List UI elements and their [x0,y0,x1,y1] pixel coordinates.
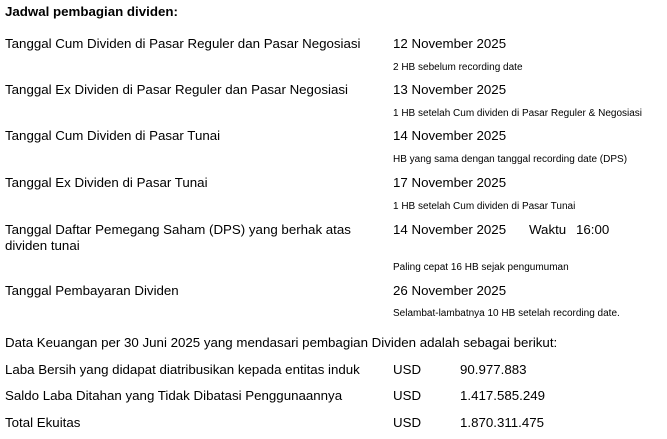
financial-currency: USD [393,362,422,377]
schedule-date: 12 November 2025 [393,36,507,51]
schedule-label-line2: dividen tunai [5,238,80,253]
schedule-label: Tanggal Ex Dividen di Pasar Reguler dan … [5,82,348,97]
schedule-label: Tanggal Cum Dividen di Pasar Reguler dan… [5,36,361,51]
financial-label: Laba Bersih yang didapat diatribusikan k… [5,362,360,377]
schedule-label: Tanggal Pembayaran Dividen [5,283,179,298]
schedule-date: 26 November 2025 [393,283,507,298]
schedule-note: 1 HB setelah Cum dividen di Pasar Regule… [393,108,643,119]
time-label: Waktu [529,222,567,237]
financial-heading: Data Keuangan per 30 Juni 2025 yang mend… [5,335,558,350]
financial-label: Saldo Laba Ditahan yang Tidak Dibatasi P… [5,388,343,403]
time-value: 16:00 [576,222,610,237]
financial-value: 90.977.883 [460,362,527,377]
schedule-date: 14 November 2025 [393,222,507,237]
schedule-date: 14 November 2025 [393,128,507,143]
schedule-note: 2 HB sebelum recording date [393,62,523,73]
schedule-date: 13 November 2025 [393,82,507,97]
section-title: Jadwal pembagian dividen: [5,4,178,19]
schedule-note: Selambat-lambatnya 10 HB setelah recordi… [393,308,620,319]
financial-currency: USD [393,415,422,430]
schedule-note: HB yang sama dengan tanggal recording da… [393,154,628,165]
schedule-date: 17 November 2025 [393,175,507,190]
financial-value: 1.417.585.249 [460,388,546,403]
schedule-label: Tanggal Daftar Pemegang Saham (DPS) yang… [5,222,351,237]
schedule-note: Paling cepat 16 HB sejak pengumuman [393,262,569,273]
financial-label: Total Ekuitas [5,415,81,430]
financial-currency: USD [393,388,422,403]
schedule-note: 1 HB setelah Cum dividen di Pasar Tunai [393,201,576,212]
financial-value: 1.870.311.475 [460,415,545,430]
schedule-label: Tanggal Cum Dividen di Pasar Tunai [5,128,221,143]
schedule-label: Tanggal Ex Dividen di Pasar Tunai [5,175,208,190]
